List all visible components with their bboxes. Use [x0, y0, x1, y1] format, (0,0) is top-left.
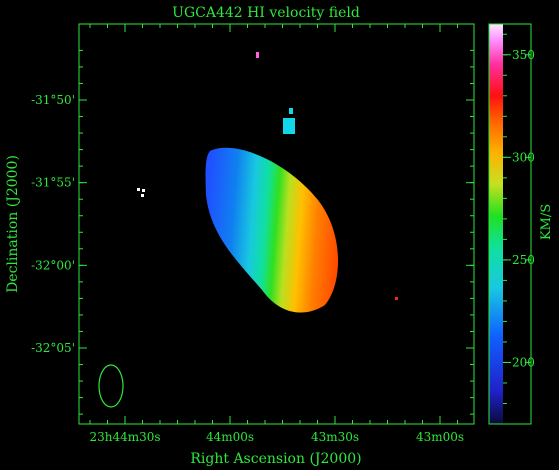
- galaxy-velocity-field: [205, 147, 339, 313]
- y-tick-label: -32°05': [31, 341, 75, 355]
- axis-ticks: 23h44m30s 44m00s 43m30s 43m00s -31°50' -31°55…: [31, 24, 474, 444]
- colorbar-label: KM/S: [539, 204, 554, 240]
- noise-features: [137, 52, 398, 300]
- colorbar-tick-label: 250: [512, 253, 535, 267]
- noise-point-white-2: [142, 189, 145, 192]
- x-axis-label: Right Ascension (J2000): [190, 451, 361, 467]
- x-tick-label: 43m00s: [416, 430, 464, 444]
- x-tick-label: 43m30s: [311, 430, 359, 444]
- colorbar-tick-label: 200: [512, 355, 535, 369]
- chart-title: UGCA442 HI velocity field: [172, 5, 360, 21]
- noise-point-white-1: [137, 188, 140, 191]
- beam-ellipse: [98, 364, 124, 408]
- y-axis-label: Declination (J2000): [5, 155, 21, 293]
- colorbar-tick-label: 300: [512, 150, 535, 164]
- noise-blob-magenta: [256, 52, 259, 58]
- noise-point-white-3: [141, 194, 144, 197]
- y-tick-label: -31°55': [31, 176, 75, 190]
- noise-point-red: [395, 297, 398, 300]
- plot-frame: [78, 23, 475, 425]
- noise-blob-cyan: [283, 118, 295, 134]
- colorbar-ticks: 200 250 300 350: [503, 33, 535, 404]
- noise-blob-cyan-small: [289, 108, 293, 114]
- colorbar: [489, 24, 503, 424]
- x-tick-label: 44m00s: [206, 430, 254, 444]
- colorbar-tick-label: 350: [512, 48, 535, 62]
- x-tick-label: 23h44m30s: [89, 430, 160, 444]
- y-tick-label: -32°00': [31, 258, 75, 272]
- colorbar-frame: [488, 23, 532, 425]
- y-tick-label: -31°50': [31, 93, 75, 107]
